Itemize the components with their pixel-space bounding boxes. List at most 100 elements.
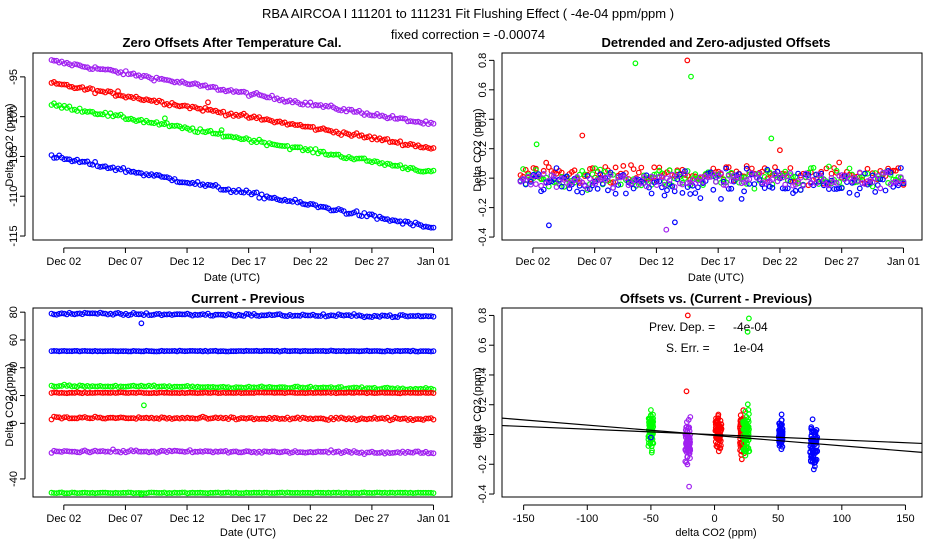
data-point (605, 187, 611, 194)
data-point (281, 448, 288, 455)
data-point (574, 188, 580, 195)
data-point (335, 348, 342, 354)
data-point (204, 181, 211, 188)
data-point (130, 382, 137, 389)
data-point (222, 348, 229, 355)
outlier-point (218, 127, 225, 134)
data-point (900, 180, 907, 187)
panel-detrended: Detrended and Zero-adjusted Offsets Date… (472, 35, 830, 284)
data-point (742, 424, 749, 431)
data-point (553, 184, 560, 191)
data-point (225, 87, 232, 94)
data-point (330, 312, 337, 319)
data-point (687, 191, 694, 197)
data-point (71, 61, 78, 67)
annot-prev-dep-value: -4e-04 (733, 320, 768, 334)
data-point (653, 178, 660, 185)
data-point (94, 383, 101, 390)
data-point (61, 310, 68, 317)
panel4-ytick-label: 0.4 (477, 367, 489, 382)
data-point (635, 169, 642, 176)
panel4-ytick-label: 0.2 (477, 397, 489, 412)
panel3-xtick-label: Dec 27 (354, 513, 389, 525)
data-point (422, 415, 429, 422)
data-point (322, 416, 329, 423)
data-point (422, 313, 429, 319)
data-point (51, 311, 57, 318)
data-point (161, 121, 168, 128)
data-point (778, 417, 785, 424)
data-point (686, 444, 693, 451)
data-point (238, 189, 245, 196)
data-point (269, 312, 275, 319)
data-point (179, 389, 186, 396)
panel-offsets-vs-diff: Offsets vs. (Current - Previous) delta C… (472, 291, 812, 539)
data-point (533, 166, 539, 173)
data-point (166, 311, 173, 318)
data-point (215, 489, 222, 496)
data-point (664, 187, 670, 194)
data-point (258, 348, 265, 355)
data-point (647, 422, 653, 429)
data-point (279, 389, 286, 396)
panel2-xtick-label: Dec 07 (577, 256, 612, 268)
data-point (271, 312, 278, 318)
data-point (58, 348, 65, 354)
data-point (307, 200, 314, 207)
data-point (233, 448, 240, 455)
data-point (826, 186, 832, 193)
data-point (343, 210, 350, 217)
data-point (389, 450, 396, 456)
data-point (92, 310, 98, 317)
data-point (179, 348, 186, 354)
data-point (122, 490, 129, 496)
data-point (322, 313, 329, 320)
data-point (92, 158, 98, 165)
data-point (882, 187, 889, 194)
data-point (379, 415, 386, 422)
data-point (258, 389, 265, 396)
data-point (387, 218, 393, 224)
data-point (746, 176, 753, 183)
data-point (315, 348, 322, 354)
panel3-series-red (48, 413, 437, 424)
data-point (102, 448, 109, 455)
data-point (898, 174, 904, 181)
data-point (176, 103, 183, 110)
data-point (394, 218, 401, 225)
data-point (553, 165, 560, 172)
data-point (882, 169, 889, 176)
data-point (574, 173, 580, 180)
data-point (551, 173, 557, 180)
data-point (774, 178, 781, 185)
data-point (271, 490, 278, 496)
data-point (74, 348, 80, 354)
panel1-xtick-label: Jan 01 (417, 256, 450, 268)
data-point (99, 163, 106, 170)
data-point (53, 414, 60, 421)
data-point (602, 175, 609, 182)
data-point (115, 112, 121, 119)
data-point (135, 169, 142, 176)
data-point (371, 489, 378, 496)
data-point (343, 130, 350, 137)
data-point (138, 311, 145, 318)
data-point (48, 310, 55, 317)
data-point (76, 84, 83, 91)
data-point (135, 117, 142, 124)
data-point (312, 146, 319, 152)
data-point (399, 348, 406, 354)
data-point (258, 415, 265, 422)
data-point (258, 490, 265, 496)
panel3-xlabel: Date (UTC) (220, 527, 276, 539)
data-point (251, 390, 257, 396)
data-point (330, 207, 337, 214)
data-point (885, 169, 891, 176)
data-point (364, 449, 370, 456)
data-point (112, 448, 119, 455)
data-point (112, 415, 119, 422)
data-point (179, 383, 186, 390)
data-point (130, 490, 137, 497)
data-point (238, 88, 245, 95)
